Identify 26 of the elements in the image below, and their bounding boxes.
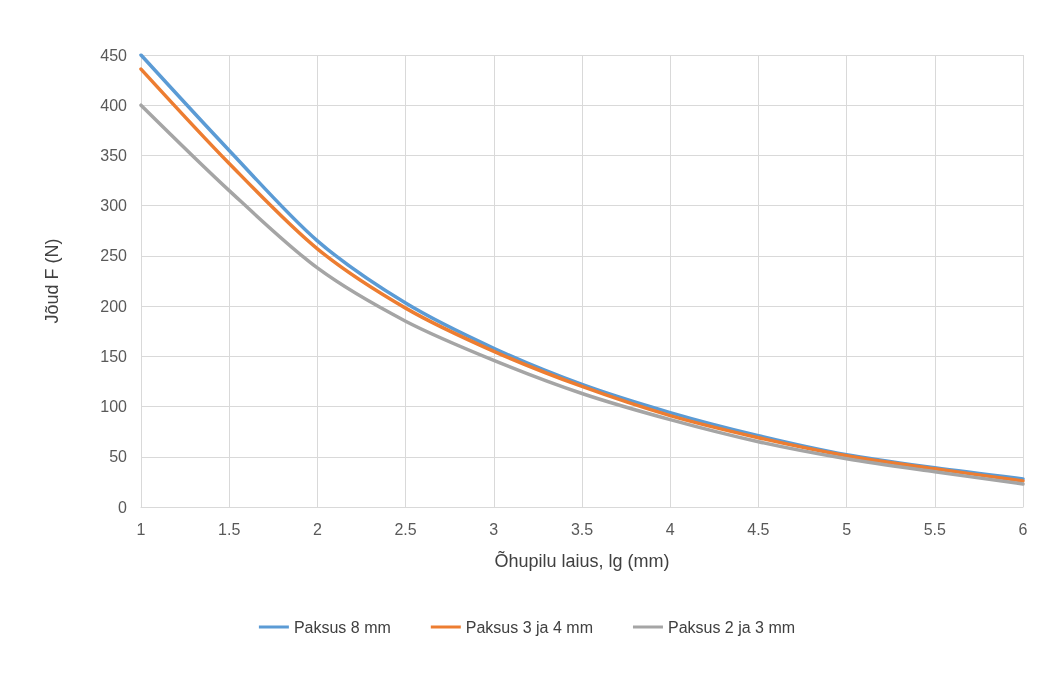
y-tick-label: 450 bbox=[100, 46, 128, 64]
x-tick-label: 3.5 bbox=[570, 520, 594, 538]
x-tick-label: 4 bbox=[665, 520, 675, 538]
x-tick-label: 5.5 bbox=[923, 520, 947, 538]
y-tick-label: 200 bbox=[100, 297, 128, 315]
y-tick-label: 150 bbox=[100, 347, 128, 365]
x-tick-label: 1.5 bbox=[218, 520, 241, 538]
y-axis-title: Jõud F (N) bbox=[42, 238, 62, 324]
y-tick-label: 400 bbox=[100, 96, 128, 114]
y-tick-label: 100 bbox=[100, 398, 128, 416]
x-axis-title: Õhupilu laius, lg (mm) bbox=[494, 550, 670, 571]
x-tick-label: 1 bbox=[136, 520, 146, 538]
y-tick-label: 300 bbox=[100, 197, 128, 215]
y-tick-label: 250 bbox=[100, 247, 128, 265]
x-tick-label: 5 bbox=[842, 520, 852, 538]
legend-label: Paksus 8 mm bbox=[293, 618, 391, 636]
x-tick-label: 6 bbox=[1018, 520, 1028, 538]
x-tick-label: 3 bbox=[489, 520, 499, 538]
legend-label: Paksus 2 ja 3 mm bbox=[667, 618, 796, 636]
x-tick-label: 4.5 bbox=[747, 520, 770, 538]
x-tick-label: 2 bbox=[312, 520, 322, 538]
y-tick-label: 0 bbox=[118, 498, 128, 516]
y-tick-label: 50 bbox=[109, 448, 128, 466]
x-tick-label: 2.5 bbox=[394, 520, 417, 538]
y-tick-label: 350 bbox=[100, 146, 128, 164]
legend-label: Paksus 3 ja 4 mm bbox=[465, 618, 593, 636]
